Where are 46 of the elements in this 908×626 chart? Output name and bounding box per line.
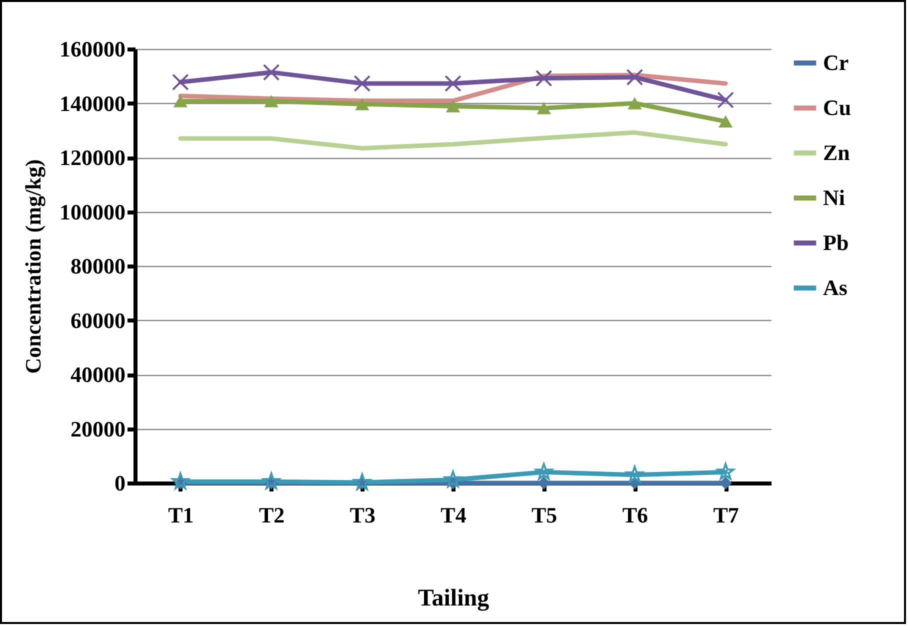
y-tick-label: 140000	[60, 90, 126, 116]
point	[354, 75, 371, 92]
legend-label: Cr	[823, 50, 849, 75]
point	[173, 94, 188, 108]
legend-label: Zn	[823, 140, 850, 165]
point	[628, 97, 642, 110]
point	[444, 75, 462, 92]
y-tick-label: 40000	[70, 362, 126, 387]
y-tick-label: 60000	[70, 308, 126, 333]
y-tick-label: 100000	[60, 199, 126, 224]
y-tick-label: 20000	[70, 416, 126, 442]
point	[717, 92, 734, 108]
x-tick-label: T6	[622, 502, 648, 528]
point	[446, 100, 460, 112]
x-tick-label: T3	[350, 502, 376, 528]
x-tick-label: T2	[258, 502, 285, 528]
point	[716, 463, 734, 480]
point	[262, 472, 280, 490]
legend-label: Ni	[823, 185, 845, 210]
x-tick-label: T5	[532, 502, 558, 528]
point	[535, 463, 553, 480]
line-series	[178, 130, 728, 151]
x-tick-label: T4	[440, 502, 466, 528]
x-tick-label: T1	[168, 502, 194, 528]
legend-label: As	[823, 275, 848, 300]
point	[172, 472, 190, 490]
point	[172, 74, 189, 91]
point	[353, 473, 371, 490]
point	[264, 94, 278, 108]
point	[718, 115, 733, 128]
point	[444, 470, 462, 488]
y-tick-label: 80000	[70, 254, 126, 278]
x-tick-label: T7	[713, 502, 739, 528]
point	[355, 98, 370, 110]
point	[535, 70, 552, 87]
point	[626, 466, 644, 482]
y-tick-label: 0	[114, 470, 126, 496]
legend-label: Pb	[823, 230, 849, 255]
x-axis-title: Tailing	[418, 586, 490, 612]
legend-label: Cu	[823, 95, 852, 120]
y-axis-title: Concentration (mg/kg)	[20, 159, 46, 374]
y-tick-label: 160000	[60, 36, 126, 62]
point	[536, 102, 551, 114]
point	[626, 68, 644, 86]
point	[262, 64, 280, 81]
y-tick-label: 120000	[60, 145, 126, 170]
